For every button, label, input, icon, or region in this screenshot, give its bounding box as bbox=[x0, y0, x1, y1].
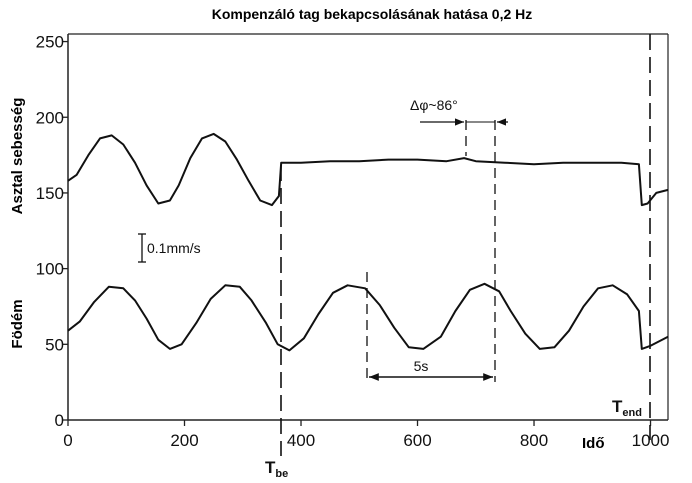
t-be-main: T bbox=[265, 458, 276, 477]
x-tick-label: 200 bbox=[170, 431, 198, 450]
x-tick-label: 1000 bbox=[632, 431, 670, 450]
y-tick-label: 250 bbox=[36, 33, 64, 52]
x-axis-label: Idő bbox=[582, 435, 605, 452]
series-line-bottom bbox=[67, 282, 669, 352]
series-layer bbox=[67, 132, 669, 352]
x-tick-label: 600 bbox=[403, 431, 431, 450]
y-axis-label-bottom: Födém bbox=[9, 299, 26, 348]
y-tick-label: 200 bbox=[36, 108, 64, 127]
x-tick-label: 400 bbox=[287, 431, 315, 450]
period-label: 5s bbox=[414, 358, 429, 374]
y-tick-label: 100 bbox=[36, 260, 64, 279]
chart-title: Kompenzáló tag bekapcsolásának hatása 0,… bbox=[212, 6, 533, 22]
series-line-top bbox=[67, 132, 669, 207]
y-tick-label: 50 bbox=[45, 335, 64, 354]
x-ticks: 0 200 400 600 800 1000 bbox=[63, 420, 669, 450]
y-ticks: 0 50 100 150 200 250 bbox=[36, 33, 68, 430]
y-axis-label-top: Asztal sebesség bbox=[9, 98, 26, 215]
scale-bar-label: 0.1mm/s bbox=[147, 240, 201, 256]
t-end-label: Tend bbox=[612, 397, 642, 419]
y-tick-label: 150 bbox=[36, 184, 64, 203]
y-tick-label: 0 bbox=[55, 411, 64, 430]
t-be-sub: be bbox=[275, 468, 288, 480]
x-tick-label: 800 bbox=[520, 431, 548, 450]
t-end-main: T bbox=[612, 397, 623, 416]
t-be-label: Tbe bbox=[265, 458, 288, 480]
x-tick-label: 0 bbox=[63, 431, 72, 450]
t-end-sub: end bbox=[622, 407, 642, 419]
phase-label: Δφ~86° bbox=[410, 97, 458, 113]
